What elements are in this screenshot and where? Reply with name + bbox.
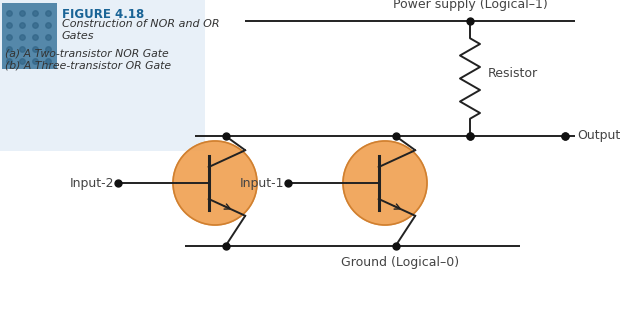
- Circle shape: [173, 141, 257, 225]
- FancyBboxPatch shape: [2, 3, 57, 69]
- Text: Output: Output: [577, 129, 620, 143]
- Text: FIGURE 4.18: FIGURE 4.18: [62, 8, 144, 21]
- Text: Construction of NOR and OR
Gates: Construction of NOR and OR Gates: [62, 19, 220, 41]
- Text: Input-2: Input-2: [69, 176, 114, 190]
- Text: (a) A Two-transistor NOR Gate: (a) A Two-transistor NOR Gate: [5, 48, 168, 58]
- Text: Resistor: Resistor: [488, 67, 538, 80]
- Text: Power supply (Logical–1): Power supply (Logical–1): [392, 0, 547, 11]
- FancyBboxPatch shape: [0, 0, 205, 151]
- Circle shape: [343, 141, 427, 225]
- Text: (b) A Three-transistor OR Gate: (b) A Three-transistor OR Gate: [5, 61, 171, 71]
- Text: Input-1: Input-1: [240, 176, 284, 190]
- Text: Ground (Logical–0): Ground (Logical–0): [341, 256, 459, 269]
